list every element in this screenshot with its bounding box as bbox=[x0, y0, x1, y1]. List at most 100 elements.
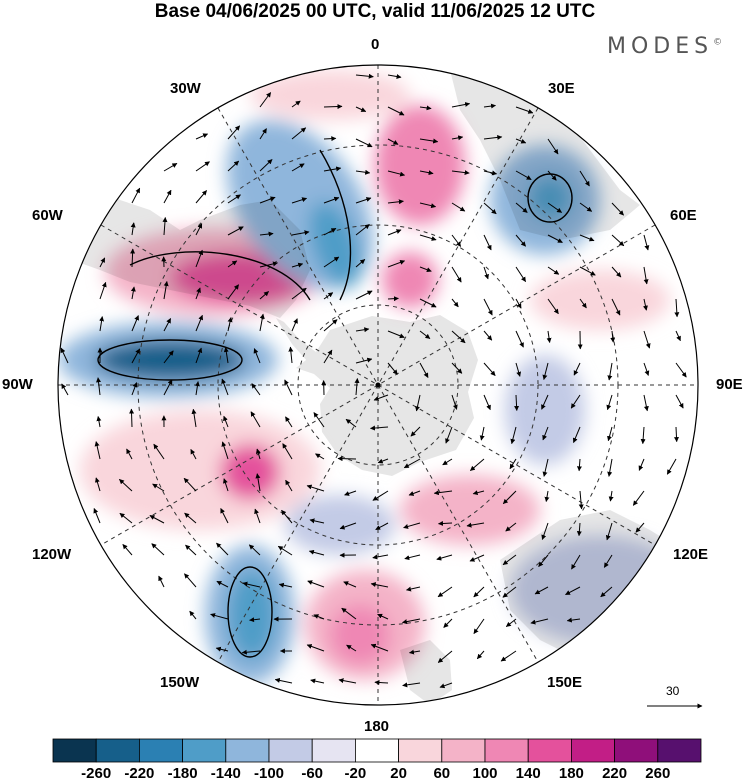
wind-vector bbox=[600, 586, 613, 598]
wind-vector bbox=[579, 202, 593, 212]
wind-vector bbox=[310, 678, 325, 684]
wind-vector bbox=[611, 202, 624, 216]
wind-vector bbox=[640, 426, 646, 445]
wind-vector bbox=[387, 330, 405, 339]
wind-vector bbox=[607, 362, 613, 381]
wind-vector bbox=[451, 298, 459, 308]
wind-vector bbox=[451, 101, 471, 108]
wind-vector bbox=[643, 266, 649, 285]
south-pole-dot bbox=[375, 382, 381, 388]
wind-vector bbox=[579, 298, 587, 309]
wind-vector bbox=[158, 575, 165, 588]
wind-vector bbox=[419, 362, 429, 378]
wind-vector bbox=[355, 327, 370, 333]
wind-vector bbox=[403, 522, 421, 529]
wind-vector bbox=[227, 226, 244, 236]
wind-vector bbox=[259, 196, 276, 204]
lon-label-0: 0 bbox=[371, 36, 380, 53]
wind-vector bbox=[483, 362, 496, 376]
colorbar-swatch bbox=[527, 738, 572, 763]
lon-label-150e: 150E bbox=[547, 674, 583, 691]
wind-vector bbox=[129, 408, 135, 428]
wind-vector bbox=[60, 347, 69, 364]
wind-vector bbox=[345, 418, 357, 428]
wind-vector bbox=[131, 348, 141, 364]
wind-vector bbox=[547, 138, 559, 155]
wind-vector bbox=[674, 298, 680, 318]
wind-vector bbox=[291, 100, 301, 108]
wind-vector bbox=[643, 330, 651, 349]
wind-vector bbox=[387, 296, 399, 302]
wind-vector bbox=[515, 234, 526, 247]
wind-vector bbox=[472, 490, 485, 496]
wind-vector bbox=[579, 170, 590, 187]
wind-vector bbox=[419, 298, 437, 308]
wind-vector bbox=[605, 522, 613, 541]
wind-vector bbox=[119, 479, 133, 492]
wind-vector bbox=[291, 197, 308, 204]
wind-vector bbox=[221, 378, 229, 396]
wind-vector bbox=[323, 196, 340, 204]
wind-vector bbox=[189, 610, 197, 620]
colorbar-tick-label: -20 bbox=[344, 765, 367, 782]
wind-vector bbox=[343, 581, 357, 588]
colorbar-swatch bbox=[571, 738, 616, 763]
wind-vector bbox=[94, 441, 101, 460]
colorbar-tick-label: -100 bbox=[253, 765, 285, 782]
colorbar-tick-label: 20 bbox=[390, 765, 407, 782]
wind-vector bbox=[163, 189, 172, 204]
wind-vector bbox=[403, 458, 421, 469]
wind-vector bbox=[443, 618, 453, 628]
map-boundary bbox=[57, 64, 699, 706]
wind-vector bbox=[673, 426, 679, 443]
wind-vector bbox=[578, 490, 584, 510]
wind-vector bbox=[323, 319, 338, 332]
wind-vector bbox=[285, 416, 293, 428]
wind-vector bbox=[607, 458, 613, 477]
wind-vector bbox=[131, 382, 138, 396]
wind-vector bbox=[274, 677, 293, 684]
wind-vector bbox=[515, 202, 528, 213]
wind-vector bbox=[94, 477, 101, 492]
wind-vector bbox=[643, 394, 649, 412]
wind-vector bbox=[259, 92, 272, 108]
wind-vector bbox=[436, 554, 453, 561]
wind-vector bbox=[306, 484, 325, 492]
wind-vector bbox=[61, 383, 69, 396]
wind-vector bbox=[195, 223, 203, 236]
anomaly-pos-dateline-core bbox=[330, 605, 390, 665]
wind-vector bbox=[643, 362, 650, 376]
anomaly-pos-pacific-core bbox=[220, 444, 280, 500]
wind-vector bbox=[255, 448, 261, 460]
wind-vector bbox=[402, 618, 421, 625]
wind-vector bbox=[576, 458, 582, 472]
wind-vector bbox=[451, 202, 466, 212]
wind-vector bbox=[502, 586, 517, 598]
wind-vector bbox=[323, 136, 337, 142]
wind-vector bbox=[288, 346, 294, 364]
wind-vector bbox=[372, 490, 389, 501]
colorbar-swatch bbox=[182, 738, 227, 763]
anomaly-neg-indian-core bbox=[528, 176, 572, 220]
wind-vector-layer bbox=[60, 73, 687, 689]
wind-vector bbox=[666, 458, 677, 475]
anomaly-pos-ross bbox=[400, 475, 540, 545]
wind-vector bbox=[470, 458, 485, 471]
wind-vector bbox=[419, 105, 432, 111]
map-title: Base 04/06/2025 00 UTC, valid 11/06/2025… bbox=[154, 1, 596, 22]
wind-vector bbox=[315, 453, 325, 460]
wind-vector bbox=[387, 229, 402, 236]
wind-vector bbox=[675, 394, 684, 409]
wind-vector bbox=[163, 350, 174, 364]
wind-vector bbox=[308, 549, 325, 556]
wind-vector bbox=[505, 522, 517, 532]
wind-vector bbox=[387, 106, 405, 116]
colorbar-swatch bbox=[225, 738, 270, 763]
wind-vector bbox=[291, 230, 310, 236]
wind-vector bbox=[355, 224, 370, 236]
wind-vector bbox=[284, 379, 293, 396]
wind-vector bbox=[675, 362, 687, 378]
wind-vector bbox=[355, 259, 366, 268]
wind-vector bbox=[374, 679, 389, 685]
wind-vector bbox=[479, 426, 485, 441]
